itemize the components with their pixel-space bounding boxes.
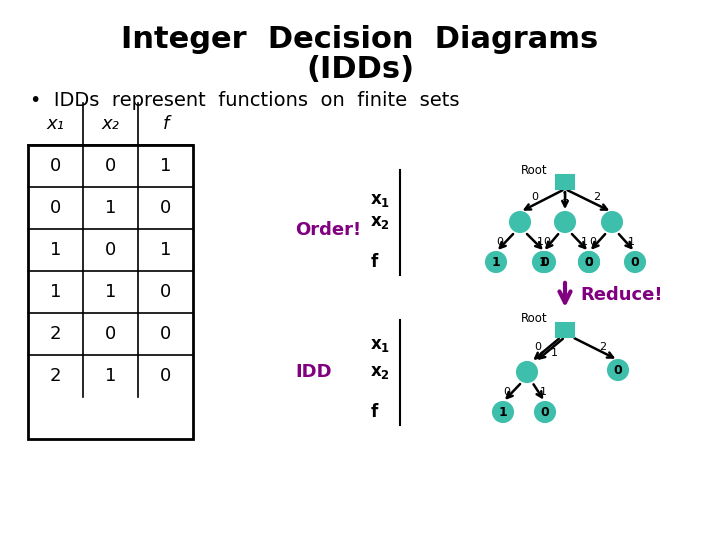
Text: 0: 0: [541, 255, 549, 268]
Text: 0: 0: [503, 387, 510, 397]
Circle shape: [517, 362, 537, 382]
Text: 2: 2: [600, 341, 606, 352]
Text: Reduce!: Reduce!: [580, 286, 662, 304]
Circle shape: [602, 212, 622, 232]
Text: 0: 0: [585, 255, 593, 268]
Bar: [28, 145, 193, 439]
Text: 1: 1: [50, 241, 61, 259]
Bar: [556, 175, 574, 189]
Text: 1: 1: [536, 237, 544, 247]
Text: $\mathbf{f}$: $\mathbf{f}$: [370, 403, 379, 421]
Text: 0: 0: [105, 325, 116, 343]
Text: 1: 1: [160, 241, 171, 259]
Text: 0: 0: [543, 237, 550, 247]
Text: $\mathbf{x_2}$: $\mathbf{x_2}$: [370, 363, 390, 381]
Text: 1: 1: [105, 199, 116, 217]
Text: $\mathbf{x_1}$: $\mathbf{x_1}$: [370, 336, 390, 354]
Text: 1: 1: [105, 283, 116, 301]
Text: 0: 0: [541, 406, 549, 419]
Circle shape: [533, 252, 553, 272]
Text: 0: 0: [160, 199, 171, 217]
Text: $\mathbf{x_1}$: $\mathbf{x_1}$: [370, 191, 390, 209]
Text: 1: 1: [628, 237, 634, 247]
Text: 0: 0: [590, 237, 596, 247]
Text: Order!: Order!: [295, 221, 361, 239]
Text: 0: 0: [50, 199, 61, 217]
Circle shape: [579, 252, 599, 272]
Circle shape: [535, 252, 555, 272]
Bar: [556, 323, 574, 337]
Circle shape: [510, 212, 530, 232]
Text: 0: 0: [531, 192, 538, 201]
Text: 1: 1: [581, 237, 588, 247]
Text: x₂: x₂: [102, 115, 120, 133]
Text: 1: 1: [562, 192, 569, 201]
Text: 2: 2: [593, 192, 600, 201]
Text: 0: 0: [613, 363, 622, 376]
Circle shape: [579, 252, 599, 272]
Circle shape: [486, 252, 506, 272]
Text: 0: 0: [50, 157, 61, 175]
Text: 0: 0: [160, 325, 171, 343]
Text: 2: 2: [50, 367, 61, 385]
Circle shape: [608, 360, 628, 380]
Text: x₁: x₁: [47, 115, 64, 133]
Text: 0: 0: [585, 255, 593, 268]
Text: 1: 1: [50, 283, 61, 301]
Text: 1: 1: [499, 406, 508, 419]
Text: 1: 1: [540, 387, 547, 397]
Text: 0: 0: [105, 157, 116, 175]
Text: (IDDs): (IDDs): [306, 56, 414, 84]
Text: 1: 1: [551, 348, 557, 359]
Text: Integer  Decision  Diagrams: Integer Decision Diagrams: [122, 25, 598, 55]
Text: $\mathbf{f}$: $\mathbf{f}$: [370, 253, 379, 271]
Text: $\mathbf{x_2}$: $\mathbf{x_2}$: [370, 213, 390, 231]
Circle shape: [625, 252, 645, 272]
Text: 1: 1: [539, 255, 547, 268]
Text: 1: 1: [105, 367, 116, 385]
Circle shape: [555, 212, 575, 232]
Text: 0: 0: [160, 367, 171, 385]
Text: 0: 0: [534, 342, 541, 353]
Circle shape: [535, 402, 555, 422]
Text: 1: 1: [160, 157, 171, 175]
Text: f: f: [162, 115, 168, 133]
Text: 0: 0: [160, 283, 171, 301]
Text: Root: Root: [521, 164, 547, 177]
Text: 2: 2: [50, 325, 61, 343]
Text: Root: Root: [521, 312, 547, 325]
Text: IDD: IDD: [295, 363, 332, 381]
Text: •  IDDs  represent  functions  on  finite  sets: • IDDs represent functions on finite set…: [30, 91, 459, 110]
Circle shape: [493, 402, 513, 422]
Text: 0: 0: [105, 241, 116, 259]
Text: 1: 1: [492, 255, 500, 268]
Text: 0: 0: [496, 237, 503, 247]
Text: 0: 0: [631, 255, 639, 268]
